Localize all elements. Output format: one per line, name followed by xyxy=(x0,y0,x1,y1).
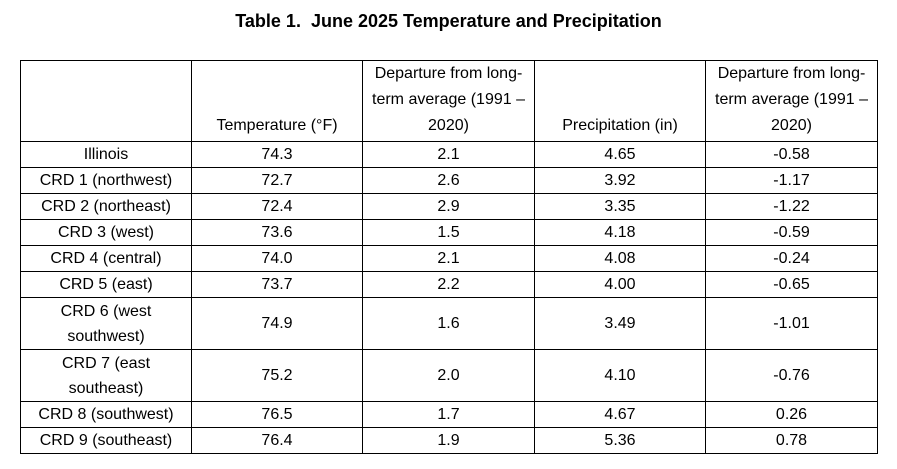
temperature-departure-cell: 1.6 xyxy=(362,297,535,350)
precipitation-cell: 3.49 xyxy=(534,297,706,350)
header-precipitation: Precipitation (in) xyxy=(534,60,706,142)
precipitation-cell: 4.65 xyxy=(534,141,706,168)
table-title: Table 1. June 2025 Temperature and Preci… xyxy=(235,11,662,31)
temperature-cell: 72.4 xyxy=(191,193,363,220)
table-row: Illinois 74.3 2.1 4.65 -0.58 xyxy=(20,141,878,168)
table-row: CRD 3 (west) 73.6 1.5 4.18 -0.59 xyxy=(20,219,878,246)
temperature-precipitation-table: Temperature (°F) Departure from long-ter… xyxy=(20,60,878,454)
temperature-cell: 72.7 xyxy=(191,167,363,194)
region-cell: CRD 6 (west southwest) xyxy=(20,297,192,350)
header-row: Temperature (°F) Departure from long-ter… xyxy=(20,60,878,142)
temperature-departure-cell: 2.0 xyxy=(362,349,535,402)
temperature-cell: 73.6 xyxy=(191,219,363,246)
precipitation-departure-cell: 0.26 xyxy=(705,401,878,428)
table-row: CRD 4 (central) 74.0 2.1 4.08 -0.24 xyxy=(20,245,878,272)
header-temperature: Temperature (°F) xyxy=(191,60,363,142)
temperature-cell: 76.5 xyxy=(191,401,363,428)
region-cell: Illinois xyxy=(20,141,192,168)
header-precipitation-departure: Departure from long-term average (1991 –… xyxy=(705,60,878,142)
region-cell: CRD 2 (northeast) xyxy=(20,193,192,220)
table-row: CRD 2 (northeast) 72.4 2.9 3.35 -1.22 xyxy=(20,193,878,220)
region-cell: CRD 4 (central) xyxy=(20,245,192,272)
region-cell: CRD 1 (northwest) xyxy=(20,167,192,194)
precipitation-cell: 4.08 xyxy=(534,245,706,272)
temperature-cell: 73.7 xyxy=(191,271,363,298)
region-cell: CRD 8 (southwest) xyxy=(20,401,192,428)
precipitation-departure-cell: -0.58 xyxy=(705,141,878,168)
header-region xyxy=(20,60,192,142)
precipitation-departure-cell: -1.01 xyxy=(705,297,878,350)
precipitation-cell: 4.10 xyxy=(534,349,706,402)
temperature-departure-cell: 1.5 xyxy=(362,219,535,246)
precipitation-departure-cell: -0.59 xyxy=(705,219,878,246)
precipitation-departure-cell: -0.65 xyxy=(705,271,878,298)
precipitation-departure-cell: 0.78 xyxy=(705,427,878,454)
precipitation-cell: 5.36 xyxy=(534,427,706,454)
header-temperature-departure: Departure from long-term average (1991 –… xyxy=(362,60,535,142)
precipitation-cell: 4.18 xyxy=(534,219,706,246)
precipitation-cell: 4.00 xyxy=(534,271,706,298)
temperature-cell: 76.4 xyxy=(191,427,363,454)
table-row: CRD 8 (southwest) 76.5 1.7 4.67 0.26 xyxy=(20,401,878,428)
temperature-cell: 74.3 xyxy=(191,141,363,168)
table-row: CRD 9 (southeast) 76.4 1.9 5.36 0.78 xyxy=(20,427,878,454)
precipitation-departure-cell: -0.24 xyxy=(705,245,878,272)
temperature-departure-cell: 2.1 xyxy=(362,245,535,272)
temperature-departure-cell: 2.9 xyxy=(362,193,535,220)
region-cell: CRD 7 (east southeast) xyxy=(20,349,192,402)
precipitation-cell: 4.67 xyxy=(534,401,706,428)
temperature-cell: 74.9 xyxy=(191,297,363,350)
temperature-departure-cell: 1.9 xyxy=(362,427,535,454)
precipitation-departure-cell: -1.22 xyxy=(705,193,878,220)
region-cell: CRD 9 (southeast) xyxy=(20,427,192,454)
temperature-departure-cell: 1.7 xyxy=(362,401,535,428)
precipitation-cell: 3.35 xyxy=(534,193,706,220)
region-cell: CRD 3 (west) xyxy=(20,219,192,246)
temperature-departure-cell: 2.1 xyxy=(362,141,535,168)
precipitation-cell: 3.92 xyxy=(534,167,706,194)
precipitation-departure-cell: -1.17 xyxy=(705,167,878,194)
temperature-departure-cell: 2.6 xyxy=(362,167,535,194)
table-row: CRD 1 (northwest) 72.7 2.6 3.92 -1.17 xyxy=(20,167,878,194)
temperature-cell: 74.0 xyxy=(191,245,363,272)
table-row: CRD 5 (east) 73.7 2.2 4.00 -0.65 xyxy=(20,271,878,298)
temperature-departure-cell: 2.2 xyxy=(362,271,535,298)
temperature-cell: 75.2 xyxy=(191,349,363,402)
region-cell: CRD 5 (east) xyxy=(20,271,192,298)
precipitation-departure-cell: -0.76 xyxy=(705,349,878,402)
table-row: CRD 7 (east southeast) 75.2 2.0 4.10 -0.… xyxy=(20,349,878,402)
table-row: CRD 6 (west southwest) 74.9 1.6 3.49 -1.… xyxy=(20,297,878,350)
